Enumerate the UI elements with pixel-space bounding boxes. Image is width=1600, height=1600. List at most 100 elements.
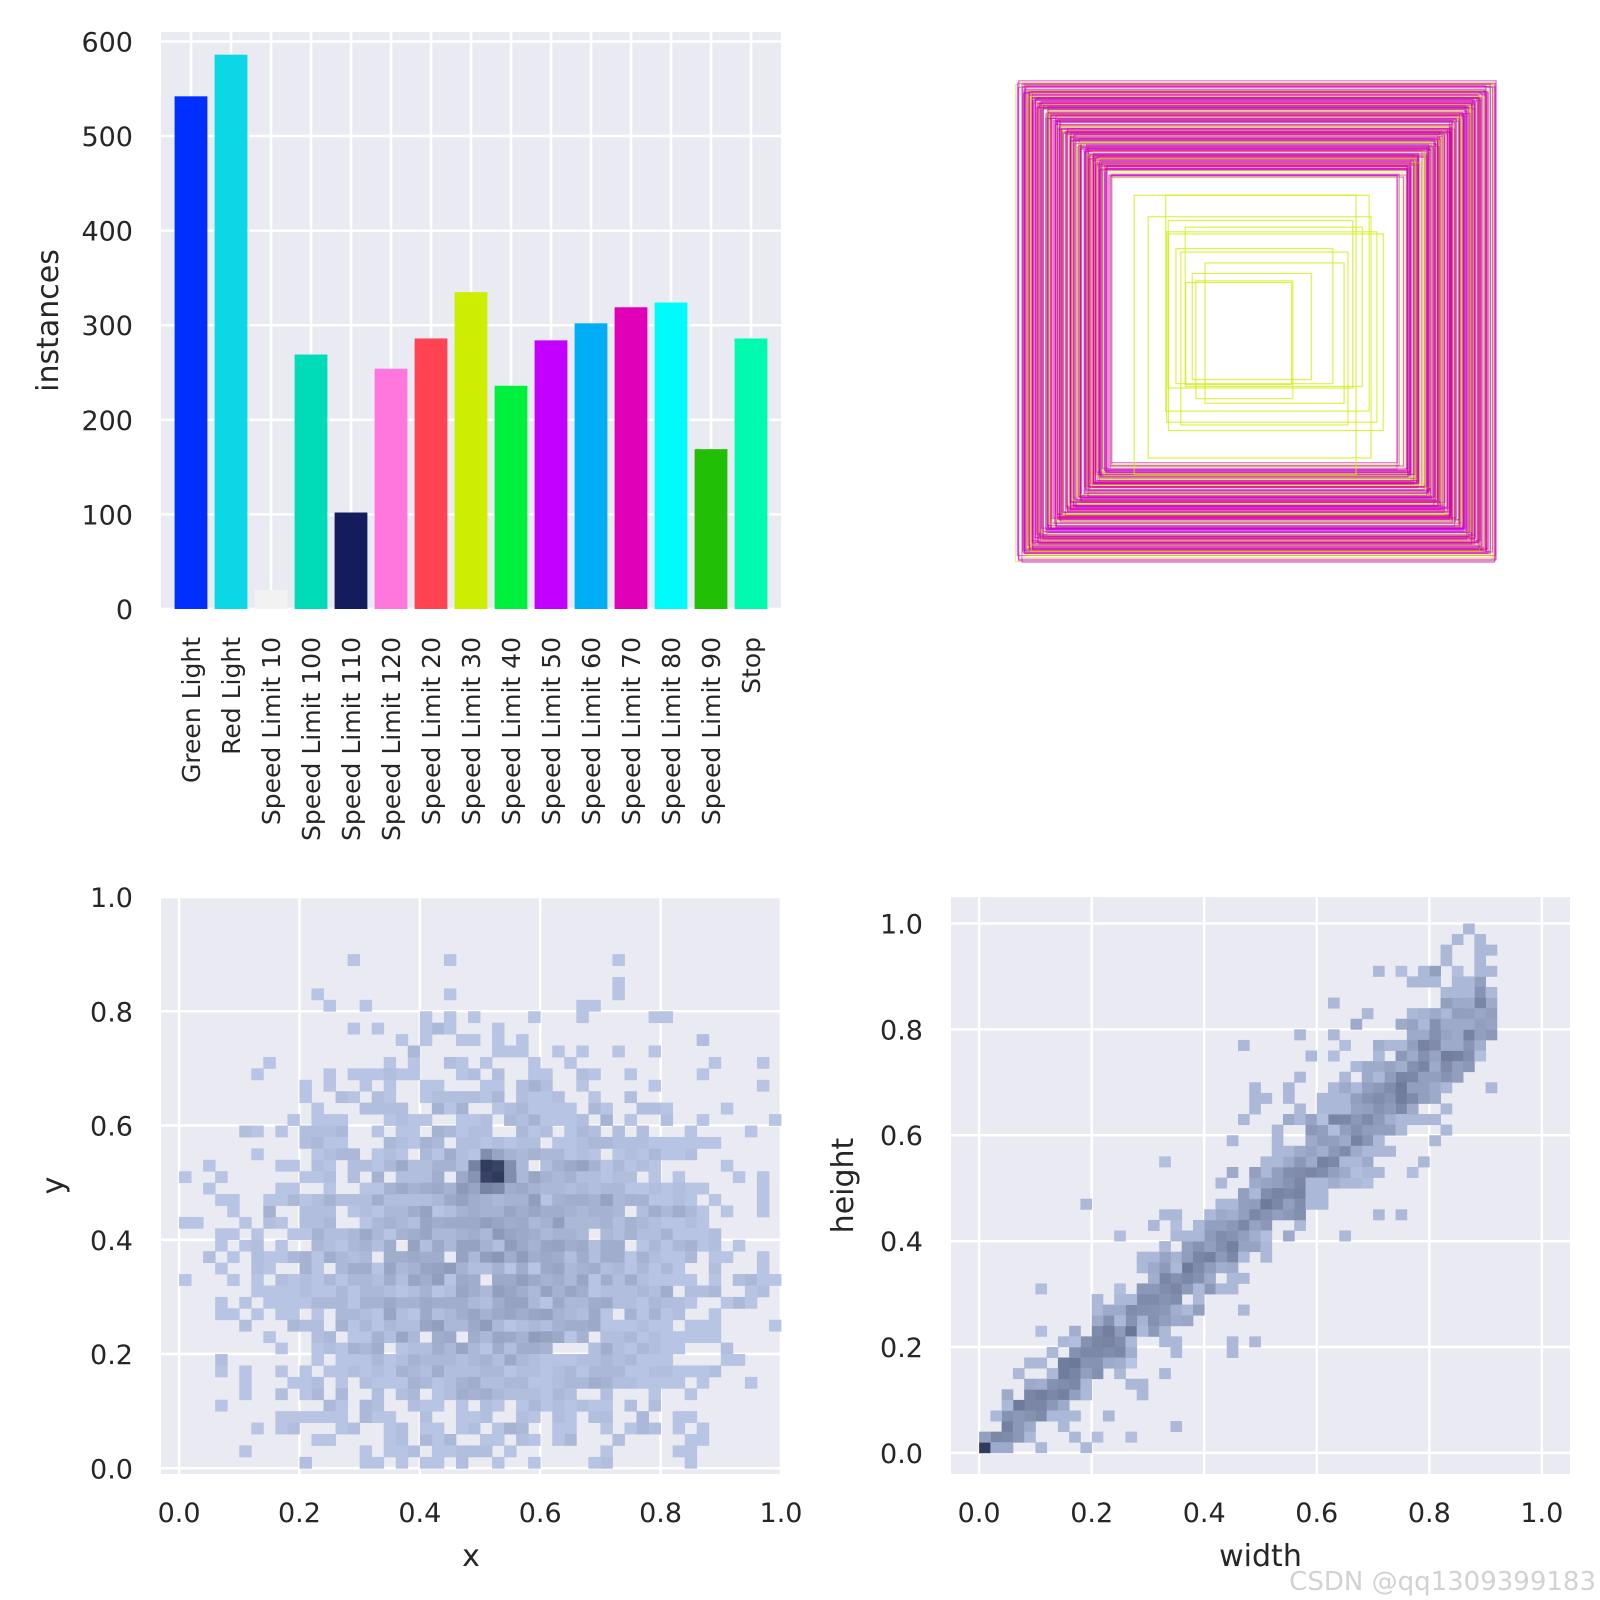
wh-heatmap-bin: [1429, 1071, 1441, 1083]
wh-heatmap-bin: [1271, 1188, 1284, 1200]
wh-heatmap-bin: [1373, 1124, 1385, 1136]
wh-heatmap-bin: [1069, 1431, 1081, 1443]
wh-heatmap-bin: [1350, 1156, 1363, 1168]
xy-heatmap-bin: [516, 1239, 529, 1252]
xy-heatmap-bin: [215, 1194, 228, 1206]
xy-heatmap-bin: [672, 1331, 686, 1344]
bbox-outline: [1069, 137, 1441, 503]
xy-heatmap-bin: [684, 1182, 698, 1195]
wh-heatmap-bin: [1057, 1357, 1070, 1369]
xy-heatmap-bin: [455, 1148, 469, 1161]
wh-heatmap-bin: [1114, 1315, 1126, 1327]
xy-heatmap-bin: [347, 1296, 361, 1309]
xy-heatmap-bin: [648, 1342, 662, 1355]
xy-heatmap-bin: [275, 1296, 288, 1309]
wh-heatmap-bin: [1316, 1135, 1329, 1147]
wh-heatmap-bin: [1012, 1368, 1025, 1380]
wh-heatmap-bin: [1440, 1103, 1453, 1115]
wh-heatmap-bin: [1069, 1346, 1081, 1358]
xy-heatmap-bin: [528, 1205, 541, 1218]
wh-heatmap-bin: [1294, 1029, 1306, 1041]
bbox-outline: [1084, 147, 1427, 494]
wh-heatmap-bin: [1418, 1039, 1430, 1051]
xy-heatmap-bin: [756, 1251, 770, 1264]
xy-heatmap-bin: [564, 1159, 577, 1172]
xy-heatmap-bin: [371, 1319, 385, 1332]
xy-heatmap-bin: [684, 1285, 698, 1298]
xy-heatmap-bin: [263, 1331, 276, 1344]
xy-heatmap-bin: [275, 1422, 288, 1435]
xy-heatmap-bin: [624, 1182, 637, 1195]
xy-heatmap-bin: [251, 1422, 264, 1435]
xy-heatmap-bin: [648, 1216, 662, 1229]
xy-heatmap-bin: [576, 1068, 589, 1081]
wh-heatmap-bin: [1440, 1082, 1453, 1094]
wh-heatmap-bin: [1249, 1230, 1261, 1242]
xy-heatmap-bin: [443, 1239, 457, 1252]
bbox-outline: [1062, 132, 1445, 514]
xy-heatmap-bin: [407, 1056, 421, 1069]
xy-heatmap-bin: [239, 1125, 252, 1138]
wh-heatmap-bin: [1451, 997, 1464, 1009]
wh-heatmap-bin: [1406, 1082, 1419, 1094]
xy-heatmap-bin: [299, 1274, 312, 1286]
xy-heatmap-bin: [371, 1148, 385, 1161]
wh-heatmap-bin: [1170, 1421, 1183, 1433]
xy-heatmap-bin: [407, 1182, 421, 1195]
bbox-outline: [1079, 147, 1428, 497]
xy-heatmap-bin: [455, 1091, 469, 1104]
wh-heatmap-bin: [1328, 1177, 1340, 1189]
xy-heatmap-bin: [359, 1228, 373, 1241]
xy-heatmap-bin: [540, 1228, 553, 1241]
xy-heatmap-bin: [275, 1411, 288, 1423]
wh-heatmap-bin: [1249, 1209, 1261, 1221]
xy-heatmap-bin: [395, 1125, 409, 1138]
xy-heatmap-bin: [648, 1251, 662, 1264]
xy-heatmap-bin: [528, 1342, 541, 1355]
xy-heatmap-bin: [383, 1422, 397, 1435]
xy-heatmap-bin: [347, 1239, 361, 1252]
wh-heatmap-bin: [1091, 1346, 1104, 1358]
xy-heatmap-bin: [251, 1251, 264, 1264]
xy-heatmap-bin: [576, 1365, 589, 1378]
xy-heatmap-ytick-label: 0.0: [90, 1454, 133, 1485]
wh-heatmap-bin: [1136, 1262, 1149, 1274]
wh-heatmap-bin: [1406, 1166, 1419, 1178]
xy-heatmap-bin: [600, 1285, 613, 1298]
xy-heatmap-bin: [359, 1262, 373, 1275]
xy-heatmap-bin: [684, 1445, 698, 1458]
xy-heatmap-bin: [540, 1068, 553, 1081]
xy-heatmap-bin: [383, 1091, 397, 1104]
xy-heatmap-bin: [395, 1274, 409, 1286]
xy-heatmap-bin: [600, 1411, 613, 1423]
xy-heatmap-bin: [588, 1148, 601, 1161]
wh-heatmap-bin: [1350, 1082, 1363, 1094]
wh-heatmap-bin: [1451, 1039, 1464, 1051]
wh-heatmap-bin: [1024, 1431, 1036, 1443]
xy-heatmap-bin: [648, 1228, 662, 1241]
xy-heatmap-bin: [431, 1388, 445, 1401]
wh-heatmap-bin: [1159, 1283, 1171, 1295]
wh-heatmap-bin: [1249, 1082, 1261, 1094]
wh-heatmap-bin: [1395, 1039, 1408, 1051]
xy-heatmap-bin: [672, 1239, 686, 1252]
xy-heatmap-bin: [395, 1434, 409, 1446]
wh-heatmap-bin: [1339, 1230, 1351, 1242]
xy-heatmap-bin: [540, 1182, 553, 1195]
wh-heatmap-bin: [1102, 1346, 1115, 1358]
xy-heatmap-bin: [552, 1136, 565, 1149]
xy-heatmap-bin: [672, 1411, 686, 1423]
xy-heatmap-bin: [419, 1136, 433, 1149]
xy-heatmap-bin: [564, 1194, 577, 1206]
xy-heatmap-bin: [648, 1354, 662, 1366]
xy-heatmap-bin: [672, 1205, 686, 1218]
wh-heatmap-bin: [1485, 965, 1498, 977]
xy-heatmap-bin: [443, 1205, 457, 1218]
xy-heatmap-bin: [588, 1136, 601, 1149]
xy-heatmap-bin: [275, 1159, 288, 1172]
xy-heatmap-bin: [492, 1285, 505, 1298]
xy-heatmap-bin: [492, 1182, 505, 1195]
wh-heatmap-bin: [1226, 1230, 1239, 1242]
wh-heatmap-bin: [1361, 1092, 1374, 1104]
xy-heatmap-bin: [431, 1331, 445, 1344]
